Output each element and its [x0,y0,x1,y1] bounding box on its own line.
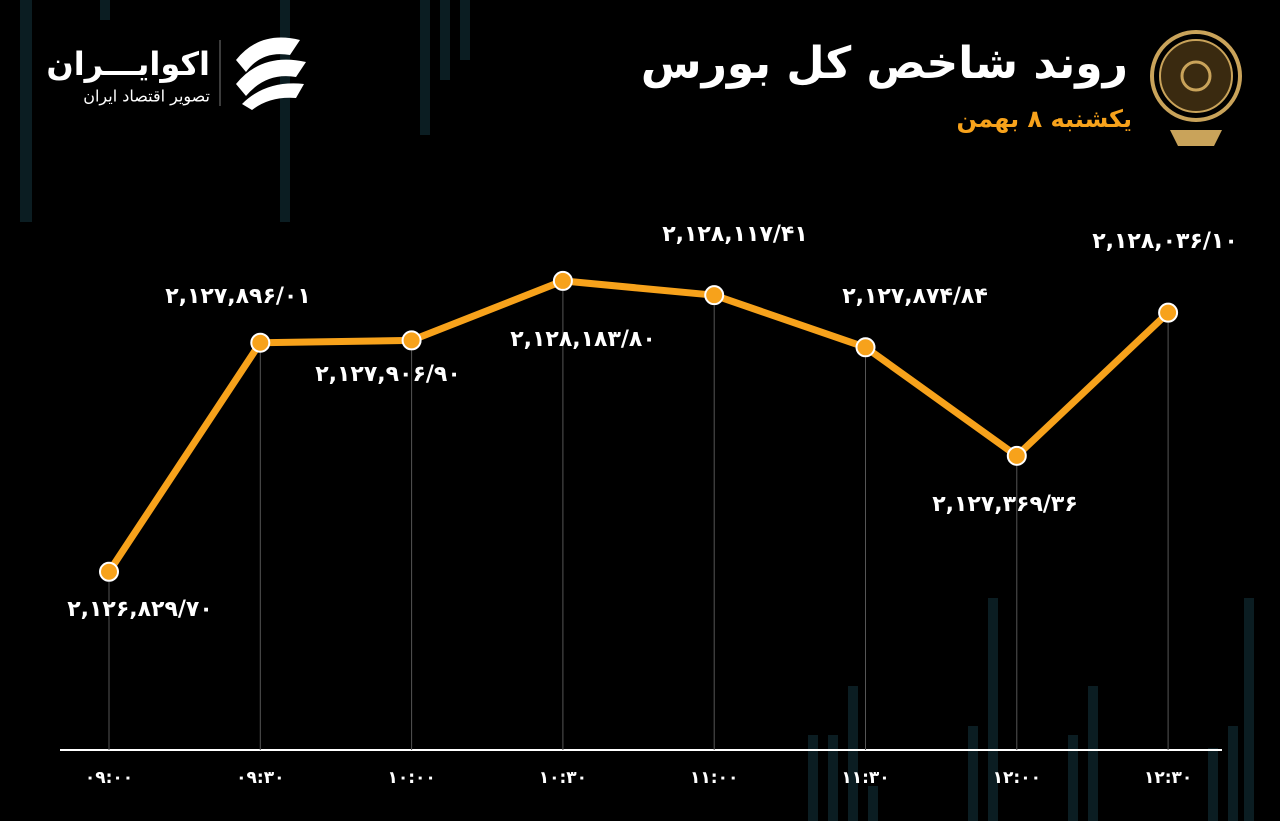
data-label: ۲,۱۲۷,۳۶۹/۳۶ [932,492,1078,517]
data-label: ۲,۱۲۷,۸۷۴/۸۴ [842,284,988,309]
x-tick-label: ۱۰:۰۰ [387,768,435,788]
point [552,270,573,291]
data-label: ۲,۱۲۷,۹۰۶/۹۰ [315,362,461,387]
chart-title: روند شاخص کل بورس [641,38,1128,89]
x-tick-label: ۱۲:۰۰ [993,768,1041,788]
subtitle: یکشنبه ۸ بهمن [957,105,1132,133]
point [99,561,119,582]
x-tick-label: ۱۱:۳۰ [841,768,889,788]
point [401,330,422,351]
x-tick-label: ۱۱:۰۰ [690,768,738,788]
data-label: ۲,۱۲۸,۱۱۷/۴۱ [662,222,808,247]
brand-logo [219,37,306,110]
x-tick-label: ۰۹:۰۰ [85,768,133,788]
data-label: ۲,۱۲۶,۸۲۹/۷۰ [67,597,213,622]
x-tick-label: ۱۰:۳۰ [539,768,587,788]
x-tick-label: ۱۲:۳۰ [1144,768,1192,788]
data-label: ۲,۱۲۸,۱۸۳/۸۰ [510,327,656,352]
brand: اکوایـــران [46,45,210,83]
point [250,332,271,353]
line [106,277,1171,574]
point [1158,302,1179,323]
x-tick-label: ۰۹:۳۰ [236,768,284,788]
point [855,337,876,358]
decor-bars [20,0,1254,821]
point [704,285,725,306]
point [1006,445,1027,466]
emblem [1150,30,1242,146]
brand-tagline: تصویر اقتصاد ایران [83,87,210,107]
data-label: ۲,۱۲۸,۰۳۶/۱۰ [1092,229,1238,254]
data-label: ۲,۱۲۷,۸۹۶/۰۱ [165,284,311,309]
